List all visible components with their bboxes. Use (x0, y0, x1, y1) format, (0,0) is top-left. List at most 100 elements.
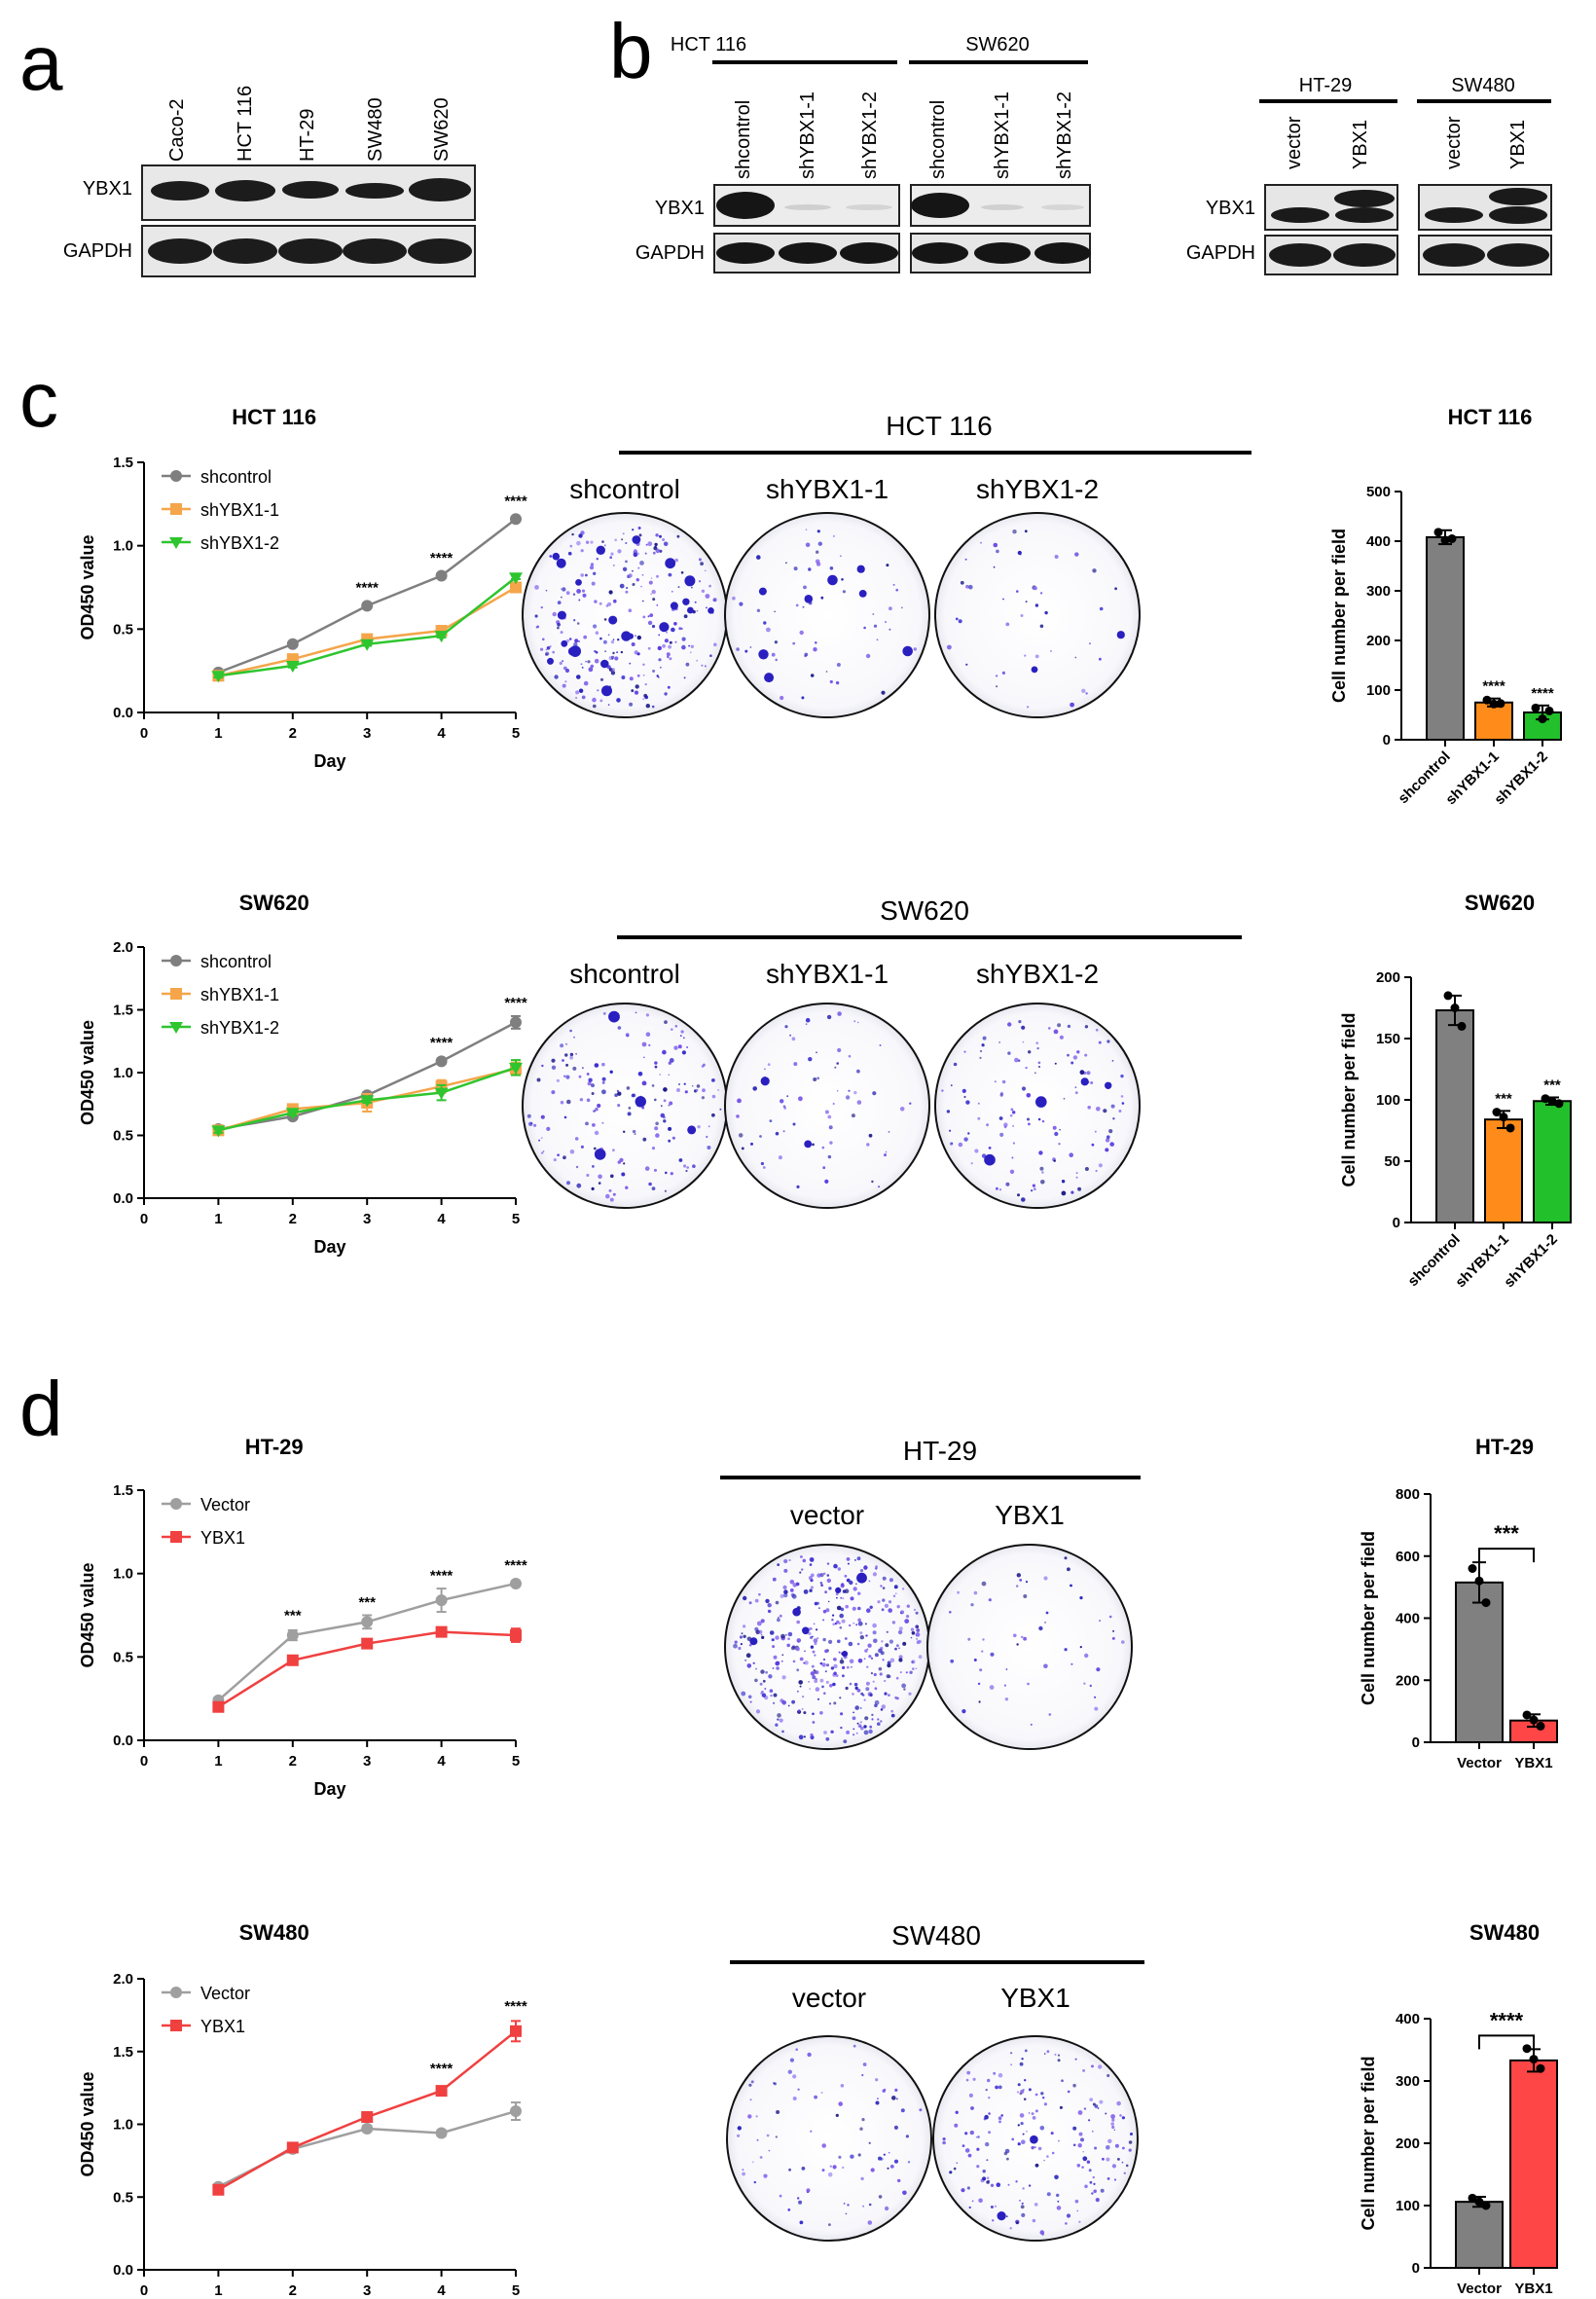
replicate-point (1499, 1113, 1508, 1122)
colony-spot (789, 1034, 792, 1037)
colony-spot (773, 1693, 778, 1697)
colony-spot (1034, 654, 1039, 659)
colony-panel-title: SW620 (880, 895, 969, 926)
wb-band (409, 178, 471, 201)
colony-spot (807, 2052, 812, 2058)
wb-lane-label: SW480 (365, 97, 386, 162)
colony-spot (780, 1660, 783, 1662)
colony-spot (835, 680, 840, 685)
colony-spot (1091, 2192, 1094, 2195)
colony-spot (837, 1047, 842, 1053)
colony-spot (806, 2188, 811, 2193)
colony-spot (1094, 2146, 1098, 2150)
colony-spot (791, 1593, 797, 1599)
culture-plate (926, 1544, 1133, 1750)
replicate-point (1468, 1564, 1477, 1573)
colony-spot (893, 1585, 898, 1589)
colony-spot (810, 674, 815, 677)
colony-spot (627, 1112, 632, 1116)
colony-spot (1099, 1620, 1102, 1623)
colony-spot (998, 2085, 1002, 2090)
colony-spot (1016, 2091, 1020, 2094)
colony-spot (1021, 1635, 1024, 1639)
y-tick-label: 1.0 (113, 538, 133, 555)
wb-lane-label: vector (1443, 116, 1465, 169)
colony-spot (874, 1653, 879, 1658)
colony-spot (1077, 2110, 1083, 2115)
colony-spot (1004, 1697, 1009, 1701)
panel-label-b: b (609, 8, 653, 94)
colony-spot (738, 1646, 742, 1651)
colony-spot (1027, 706, 1030, 709)
colony-spot (869, 1693, 873, 1697)
colony-spot (1082, 2069, 1085, 2072)
colony-spot (791, 1699, 795, 1704)
colony-spot (671, 627, 675, 633)
colony-spot (736, 1114, 740, 1118)
colony-spot (685, 662, 690, 667)
colony-spot (886, 564, 889, 567)
colony-spot (813, 1623, 816, 1625)
colony-spot (711, 1078, 715, 1082)
legend-label: shYBX1-2 (200, 533, 279, 553)
colony-spot (1092, 568, 1097, 573)
y-tick-label: 200 (1396, 1672, 1420, 1689)
colony-spot (967, 1132, 970, 1135)
colony-spot (824, 1179, 829, 1184)
y-tick-label: 1.5 (113, 455, 133, 471)
colony-spot (601, 1077, 606, 1081)
colony-spot (1057, 1023, 1062, 1028)
colony-spot (741, 1632, 744, 1635)
colony-spot (686, 1046, 689, 1048)
colony-spot (810, 1645, 815, 1649)
colony-spot (1012, 529, 1017, 534)
colony-spot (628, 1107, 632, 1110)
colony-spot (560, 588, 562, 590)
colony-spot (576, 540, 581, 546)
colony-spot (642, 615, 646, 619)
colony-spot (840, 1596, 843, 1599)
colony-spot (674, 558, 678, 563)
y-tick-label: 1.5 (113, 2044, 133, 2061)
colony-spot (536, 625, 540, 629)
colony-spot (756, 608, 761, 612)
y-tick-label: 2.0 (113, 939, 133, 956)
colony-spot (814, 1654, 816, 1657)
colony-spot (656, 603, 659, 606)
colony-spot (632, 583, 635, 586)
colony-spot (824, 1649, 828, 1654)
colony-spot (635, 635, 636, 637)
colony-spot (683, 676, 686, 679)
colony-spot (841, 578, 844, 581)
colony-spot (814, 1642, 817, 1646)
data-point (434, 1087, 449, 1100)
colony-spot (905, 2135, 910, 2138)
colony-spot (803, 1735, 807, 1738)
colony-spot (1106, 2145, 1110, 2150)
colony-spot (1092, 2175, 1096, 2179)
colony-spot (668, 1104, 671, 1107)
colony-spot (545, 648, 548, 651)
colony-spot (752, 1661, 755, 1664)
colony-spot (887, 1660, 891, 1665)
x-tick-label: shYBX1-2 (1491, 748, 1551, 809)
colony-spot (749, 1637, 758, 1646)
colony-spot (599, 699, 603, 703)
colony-spot (1005, 1668, 1008, 1670)
colony-spot (1046, 2192, 1051, 2197)
colony-spot (1092, 2131, 1094, 2133)
colony-spot (1120, 1095, 1124, 1098)
colony-spot (985, 2141, 990, 2147)
colony-spot (771, 652, 776, 657)
colony-spot (1046, 2050, 1050, 2054)
colony-spot (836, 1605, 842, 1611)
colony-spot (988, 2097, 991, 2099)
bar-shYBX1-1 (1484, 1118, 1523, 1224)
colony-spot (1005, 622, 1010, 627)
colony-spot (832, 2165, 837, 2170)
legend-marker (169, 1022, 183, 1034)
colony-spot (768, 2149, 771, 2152)
colony-spot (651, 1084, 655, 1087)
colony-spot (796, 1185, 800, 1188)
colony-spot (893, 2125, 899, 2130)
